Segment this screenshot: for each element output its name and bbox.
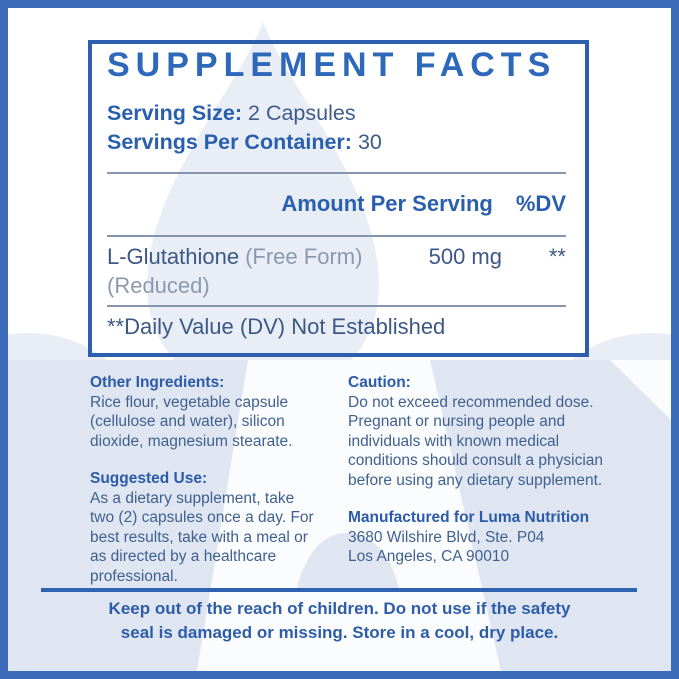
servings-per-container-value: 30 — [357, 130, 382, 154]
left-column: Other Ingredients: Rice flour, vegetable… — [90, 373, 348, 586]
suggested-use-heading: Suggested Use: — [90, 470, 208, 487]
servings-per-container-label: Servings Per Container: — [107, 130, 352, 154]
manufacturer-address-line1: 3680 Wilshire Blvd, Ste. P04 — [348, 528, 545, 546]
manufacturer-address-line2: Los Angeles, CA 90010 — [348, 548, 510, 565]
supplement-facts-panel: SUPPLEMENT FACTS Serving Size: 2 Capsules… — [88, 40, 589, 357]
panel-title: SUPPLEMENT FACTS — [107, 46, 557, 84]
amount-per-serving-header: Amount Per Serving — [281, 191, 493, 216]
table-header: Amount Per Serving %DV — [281, 189, 566, 218]
ingredient-name-note2: (Reduced) — [107, 273, 210, 298]
manufacturer-section: Manufactured for Luma Nutrition 3680 Wil… — [348, 508, 650, 567]
other-ingredients-heading: Other Ingredients: — [90, 374, 225, 391]
divider-hairline — [107, 235, 566, 237]
caution-heading: Caution: — [348, 374, 411, 391]
other-ingredients-section: Other Ingredients: Rice flour, vegetable… — [90, 373, 348, 451]
ingredient-name-note: (Free Form) — [245, 244, 363, 269]
divider-hairline — [107, 172, 566, 174]
suggested-use-body: As a dietary supplement, take two (2) ca… — [90, 489, 314, 585]
other-ingredients-body: Rice flour, vegetable capsule (cellulose… — [90, 393, 293, 450]
divider-bar — [41, 588, 637, 592]
divider-hairline — [107, 305, 566, 307]
right-column: Caution: Do not exceed recommended dose.… — [348, 373, 650, 567]
ingredient-name: L-Glutathione (Free Form) (Reduced) — [107, 242, 407, 300]
caution-section: Caution: Do not exceed recommended dose.… — [348, 373, 650, 490]
serving-size-value: 2 Capsules — [248, 101, 356, 125]
servings-per-container-line: Servings Per Container: 30 — [107, 128, 382, 157]
caution-body: Do not exceed recommended dose. Pregnant… — [348, 393, 604, 489]
safety-warning: Keep out of the reach of children. Do no… — [108, 599, 571, 642]
percent-dv-header: %DV — [515, 191, 566, 216]
ingredient-name-main: L-Glutathione — [107, 244, 240, 269]
ingredient-dv: ** — [548, 244, 566, 269]
serving-size-line: Serving Size: 2 Capsules — [107, 99, 356, 128]
dv-footnote: **Daily Value (DV) Not Established — [107, 314, 446, 339]
manufacturer-heading: Manufactured for Luma Nutrition — [348, 509, 590, 526]
suggested-use-section: Suggested Use: As a dietary supplement, … — [90, 469, 348, 586]
serving-size-label: Serving Size: — [107, 101, 243, 125]
ingredient-amount: 500 mg — [428, 244, 502, 269]
